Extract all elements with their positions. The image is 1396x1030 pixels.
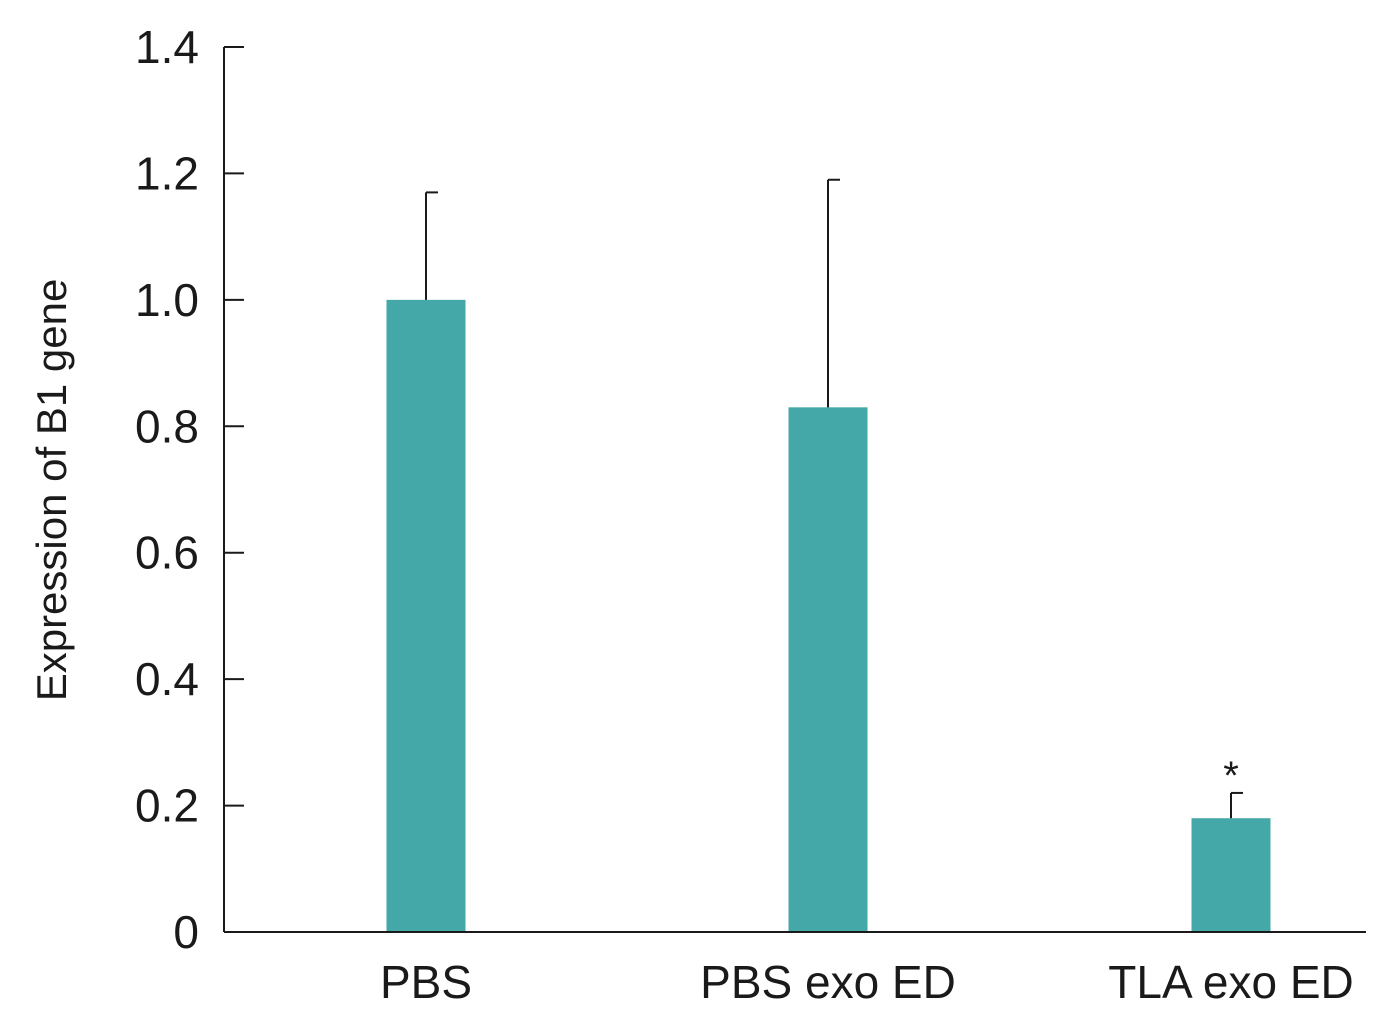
bar xyxy=(386,299,466,932)
y-tick-label: 1.4 xyxy=(135,21,199,73)
x-axis: PBS PBS exo ED TLA exo ED xyxy=(224,931,1366,1008)
y-tick-label: 0.8 xyxy=(135,400,199,452)
x-category-label: TLA exo ED xyxy=(1108,956,1353,1008)
y-axis-title: Expression of B1 gene xyxy=(28,279,75,702)
y-tick-label: 0 xyxy=(173,906,199,958)
y-tick-label: 1.2 xyxy=(135,147,199,199)
y-tick-label: 1.0 xyxy=(135,274,199,326)
bar xyxy=(1191,818,1271,932)
y-axis: 0 0.2 0.4 0.6 0.8 1.0 1.2 1.4 xyxy=(135,21,244,958)
bar xyxy=(788,407,868,933)
error-bars: * xyxy=(425,178,1243,819)
x-category-label: PBS exo ED xyxy=(700,956,956,1008)
y-tick-label: 0.2 xyxy=(135,780,199,832)
y-tick-label: 0.6 xyxy=(135,527,199,579)
x-category-label: PBS xyxy=(380,956,472,1008)
significance-marker: * xyxy=(1223,754,1239,798)
y-tick-label: 0.4 xyxy=(135,653,199,705)
bars xyxy=(386,299,1271,933)
